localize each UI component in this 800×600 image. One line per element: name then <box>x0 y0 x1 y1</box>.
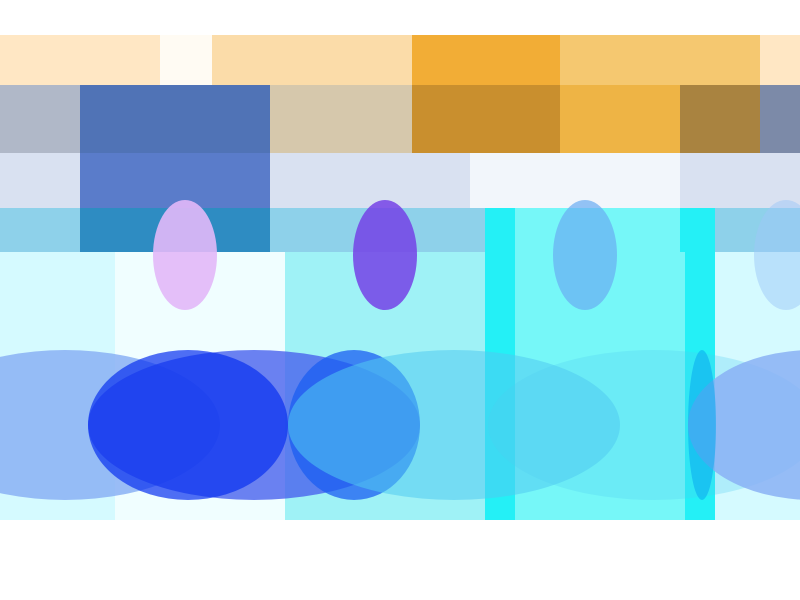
band4-sky-left <box>0 208 80 252</box>
small-oval-2 <box>353 200 417 310</box>
band3-pale-blue <box>270 153 470 208</box>
small-oval-3 <box>553 200 617 310</box>
band-peach-right <box>760 35 800 85</box>
band3-pale-blue-right <box>680 153 800 208</box>
band2-amber <box>560 85 680 153</box>
band-orange-light <box>560 35 760 85</box>
band3-pale-blue-left <box>0 153 80 208</box>
band2-dark-gold <box>412 85 560 153</box>
band3-ice <box>470 153 680 208</box>
small-oval-4 <box>754 200 800 310</box>
small-oval-1 <box>153 200 217 310</box>
band3-mid-blue <box>80 153 270 208</box>
band-cream <box>160 35 212 85</box>
band-peach-left <box>0 35 160 85</box>
band-tan <box>212 35 412 85</box>
band2-navy <box>80 85 270 153</box>
band2-slate <box>760 85 800 153</box>
band2-olive-brown <box>680 85 760 153</box>
large-oval-6-inner <box>688 350 716 500</box>
band4-cyan <box>680 208 715 252</box>
band2-khaki <box>270 85 412 153</box>
large-oval-4 <box>288 350 620 500</box>
large-oval-2-core <box>88 350 288 500</box>
band2-steel-gray <box>0 85 80 153</box>
band-orange <box>412 35 560 85</box>
